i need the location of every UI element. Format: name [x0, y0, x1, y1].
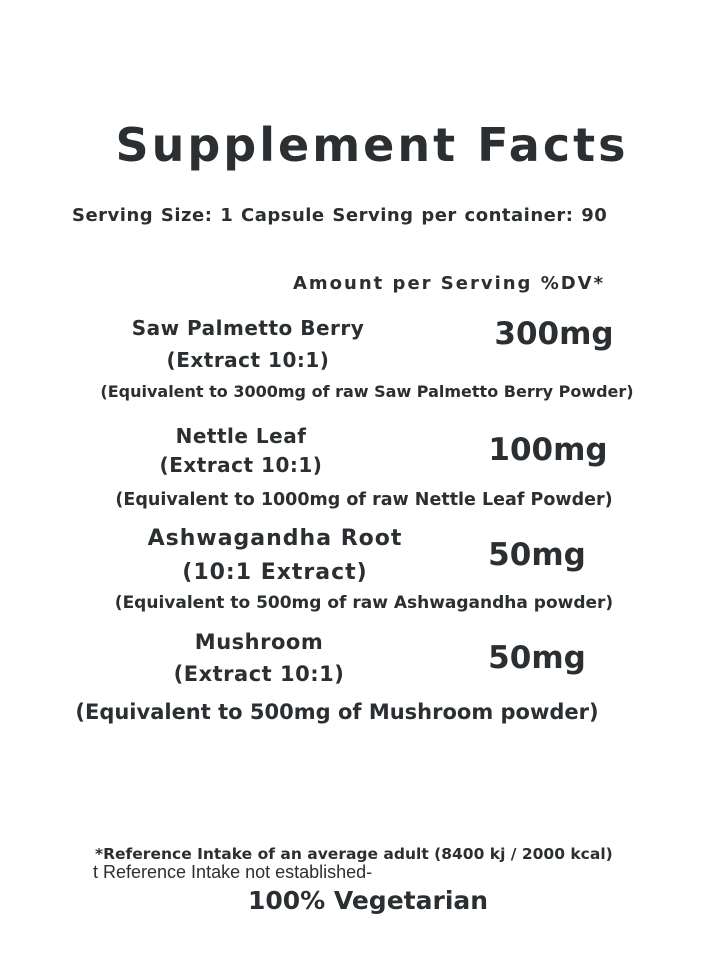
- ingredient-form: (Extract 10:1): [159, 453, 323, 477]
- ingredient-form: (10:1 Extract): [182, 560, 368, 585]
- ingredient-amount: 50mg: [488, 640, 586, 676]
- ingredient-name: Mushroom: [194, 630, 324, 654]
- ingredient-amount: 300mg: [494, 316, 614, 352]
- ingredient-equivalent: (Equivalent to 1000mg of raw Nettle Leaf…: [115, 490, 613, 510]
- serving-info: Serving Size: 1 Capsule Serving per cont…: [72, 205, 608, 226]
- ingredient-form: (Extract 10:1): [173, 662, 345, 686]
- ingredient-amount: 100mg: [488, 432, 608, 468]
- ingredient-name: Ashwagandha Root: [147, 526, 403, 551]
- vegetarian-badge: 100% Vegetarian: [247, 886, 489, 915]
- ingredient-equivalent: (Equivalent to 500mg of raw Ashwagandha …: [114, 593, 614, 613]
- amount-header: Amount per Serving %DV*: [293, 273, 606, 294]
- ingredient-equivalent: (Equivalent to 500mg of Mushroom powder): [75, 700, 599, 724]
- ingredient-amount: 50mg: [488, 537, 586, 573]
- reference-intake-footnote: *Reference Intake of an average adult (8…: [95, 845, 613, 863]
- ingredient-form: (Extract 10:1): [166, 348, 330, 372]
- ingredient-name: Saw Palmetto Berry: [131, 316, 365, 340]
- ingredient-equivalent: (Equivalent to 3000mg of raw Saw Palmett…: [100, 382, 634, 401]
- not-established-footnote: t Reference Intake not established-: [93, 862, 373, 882]
- ingredient-name: Nettle Leaf: [175, 424, 307, 448]
- page-title: Supplement Facts: [115, 118, 629, 172]
